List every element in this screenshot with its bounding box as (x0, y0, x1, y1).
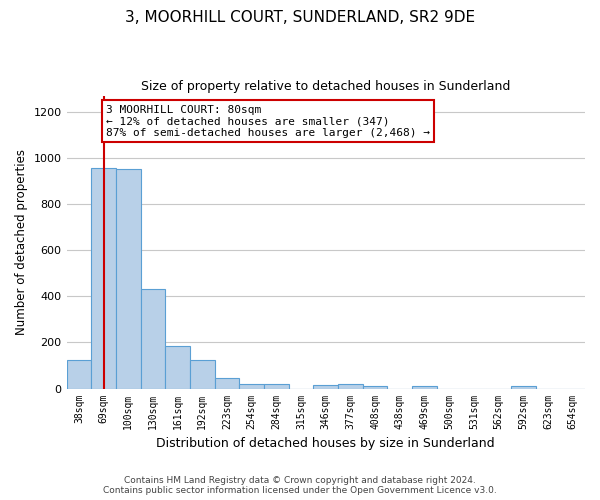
Bar (239, 384, 264, 388)
Bar (313, 385, 338, 388)
Bar (215, 378, 239, 388)
Bar (338, 384, 363, 388)
Bar (140, 290, 165, 388)
Text: 3, MOORHILL COURT, SUNDERLAND, SR2 9DE: 3, MOORHILL COURT, SUNDERLAND, SR2 9DE (125, 10, 475, 25)
Bar (511, 386, 536, 388)
Bar (67, 360, 91, 388)
Y-axis label: Number of detached properties: Number of detached properties (15, 149, 28, 335)
Bar (412, 386, 437, 388)
Title: Size of property relative to detached houses in Sunderland: Size of property relative to detached ho… (141, 80, 511, 93)
X-axis label: Distribution of detached houses by size in Sunderland: Distribution of detached houses by size … (157, 437, 495, 450)
Bar (264, 384, 289, 388)
Bar (165, 346, 190, 389)
Bar (190, 360, 215, 388)
Text: Contains HM Land Registry data © Crown copyright and database right 2024.
Contai: Contains HM Land Registry data © Crown c… (103, 476, 497, 495)
Bar (363, 386, 388, 388)
Bar (91, 168, 116, 388)
Bar (116, 170, 140, 388)
Text: 3 MOORHILL COURT: 80sqm
← 12% of detached houses are smaller (347)
87% of semi-d: 3 MOORHILL COURT: 80sqm ← 12% of detache… (106, 105, 430, 138)
